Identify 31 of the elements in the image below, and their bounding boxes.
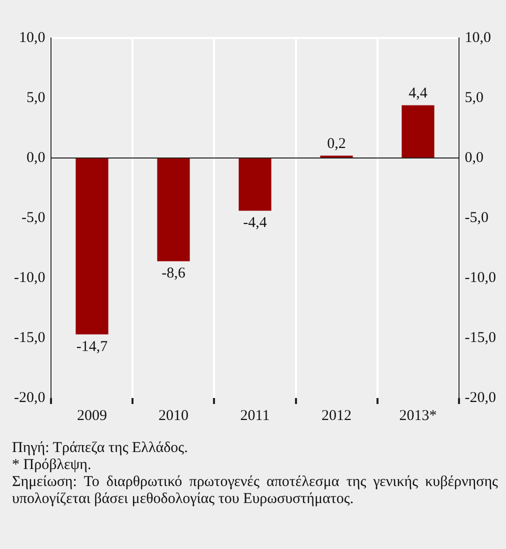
data-label: -4,4 [243, 215, 268, 232]
bar [157, 158, 190, 262]
x-tick-label: 2013* [399, 408, 437, 424]
y2-tick-label: -20,0 [464, 390, 496, 406]
y-tick-label: -5,0 [21, 210, 46, 226]
y-tick-label: -10,0 [14, 270, 46, 286]
y-tick-label: -15,0 [14, 330, 46, 346]
text: Σημείωση: Το διαρθρωτικό πρωτογενές αποτέλεσμα της γενικής κυβέρνησης υπολογίζεται βάσει μεθοδολογίας του Ευρωσυστήματος. [12, 474, 498, 508]
bar [238, 158, 272, 211]
data-label: 4,4 [408, 86, 428, 102]
x-tick-label: 2009 [76, 408, 107, 424]
text: Πηγή: Τράπεζα της Ελλάδος. [12, 440, 189, 457]
y2-tick-label: -10,0 [464, 270, 496, 286]
x-tick-label: 2011 [240, 408, 270, 424]
x-tick-label: 2012 [322, 408, 352, 424]
data-label: -8,6 [162, 266, 186, 282]
y-tick-label: 5,0 [26, 90, 46, 106]
y-tick-label: 0,0 [26, 150, 46, 166]
x-tick-label: 2010 [158, 408, 188, 424]
y2-tick-label: -15,0 [464, 330, 496, 346]
data-label: 0,2 [327, 136, 346, 152]
y2-tick-label: -5,0 [464, 210, 489, 226]
y-tick-label: -20,0 [14, 390, 46, 406]
data-label: -14,7 [76, 338, 108, 355]
bar [402, 105, 434, 158]
bar [76, 158, 108, 334]
y2-tick-label: 5,0 [464, 90, 484, 106]
y2-tick-label: 10,0 [464, 30, 492, 46]
y2-tick-label: 0,0 [464, 150, 484, 166]
y-tick-label: 10,0 [18, 30, 46, 46]
text: * Πρόβλεψη. [12, 457, 92, 474]
